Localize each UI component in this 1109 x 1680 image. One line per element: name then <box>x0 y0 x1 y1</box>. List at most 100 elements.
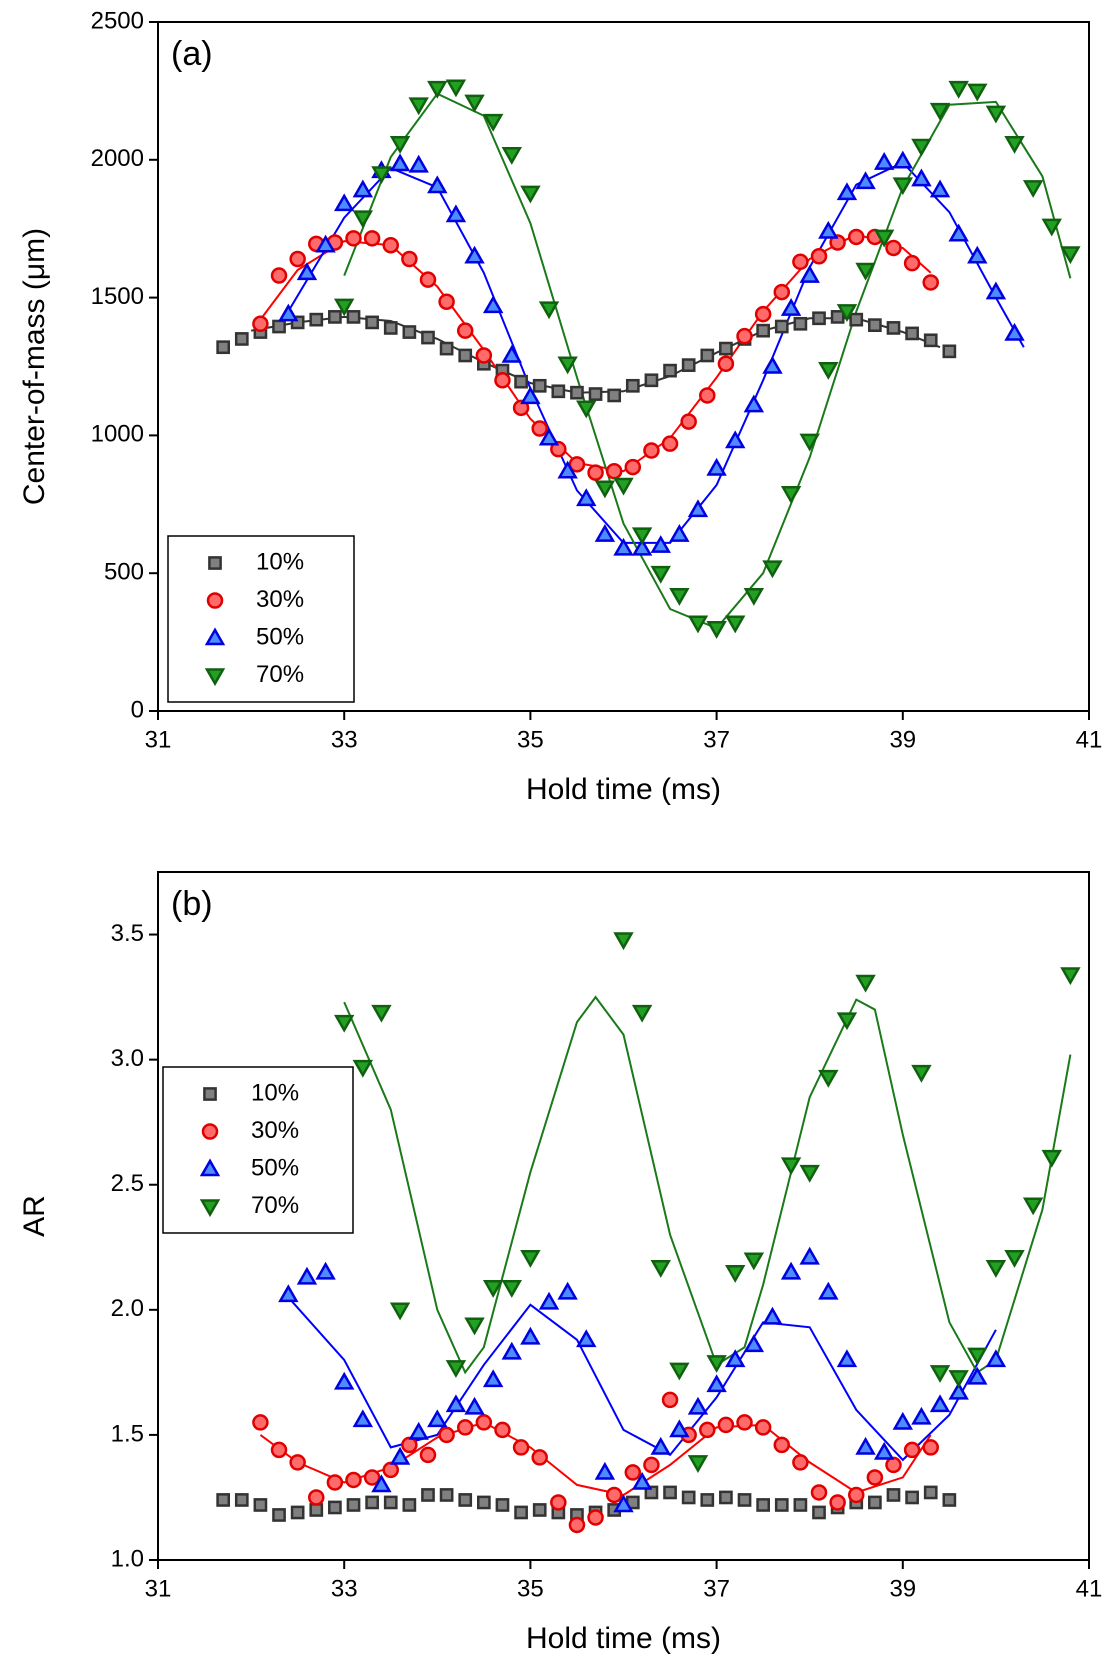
marker <box>389 153 411 172</box>
marker <box>439 1488 454 1502</box>
marker <box>309 312 324 327</box>
marker <box>464 245 485 264</box>
marker <box>1004 322 1025 341</box>
marker <box>903 1441 921 1459</box>
marker <box>905 1490 919 1505</box>
marker <box>365 315 379 330</box>
legend-label: 10% <box>251 1079 299 1106</box>
marker <box>345 230 362 247</box>
marker <box>669 587 690 606</box>
marker <box>439 341 454 356</box>
marker <box>699 1421 716 1439</box>
marker <box>514 1505 528 1520</box>
marker <box>725 1265 746 1283</box>
marker <box>538 301 560 320</box>
legend-label: 30% <box>256 586 304 613</box>
y-tick-label: 1.0 <box>111 1545 144 1572</box>
marker <box>475 1414 493 1431</box>
marker <box>1060 967 1081 986</box>
legend-marker <box>201 1123 219 1140</box>
marker <box>774 1498 789 1512</box>
marker <box>873 1441 895 1460</box>
marker <box>382 1461 399 1479</box>
marker <box>272 319 286 334</box>
panel-label: (b) <box>171 885 213 923</box>
marker <box>687 615 709 634</box>
x-tick-label: 31 <box>145 1575 172 1602</box>
marker <box>799 1246 820 1265</box>
marker <box>408 1421 429 1440</box>
marker <box>570 385 584 400</box>
marker <box>793 1498 808 1512</box>
legend-marker <box>199 1158 221 1177</box>
marker <box>290 1505 305 1520</box>
marker <box>501 344 522 363</box>
marker <box>948 223 969 242</box>
y-tick-label: 3.5 <box>111 920 144 947</box>
marker <box>911 168 932 187</box>
marker <box>419 1446 437 1464</box>
marker <box>848 1486 865 1504</box>
marker <box>520 185 541 204</box>
marker <box>557 460 578 479</box>
plot-frame <box>157 21 1090 712</box>
marker <box>650 1436 671 1455</box>
marker <box>1060 246 1081 265</box>
marker <box>389 135 411 154</box>
x-tick-label: 37 <box>703 1575 730 1602</box>
marker <box>929 102 951 121</box>
marker <box>551 384 566 399</box>
marker <box>624 1464 642 1481</box>
marker <box>922 1439 939 1456</box>
marker <box>661 435 679 452</box>
marker <box>929 1394 951 1413</box>
marker <box>812 1505 826 1520</box>
marker <box>532 1503 547 1517</box>
fit-line <box>343 995 1072 1375</box>
marker <box>754 305 772 323</box>
marker <box>532 378 547 393</box>
marker <box>855 1436 876 1455</box>
marker <box>588 387 603 401</box>
marker <box>780 1261 802 1280</box>
marker <box>911 138 932 157</box>
marker <box>1041 1149 1062 1168</box>
legend-marker <box>203 1087 217 1101</box>
marker <box>328 310 342 324</box>
marker <box>252 315 269 333</box>
marker <box>607 388 622 403</box>
marker <box>613 1494 634 1513</box>
marker <box>923 1485 938 1500</box>
marker <box>985 281 1007 300</box>
marker <box>663 363 677 378</box>
marker <box>948 80 969 99</box>
legend-label: 70% <box>256 661 304 688</box>
x-axis-label: Hold time (ms) <box>526 773 721 806</box>
marker <box>309 1503 324 1517</box>
marker <box>419 271 437 288</box>
marker <box>650 1259 671 1278</box>
marker <box>762 1306 783 1325</box>
marker <box>849 312 864 327</box>
x-tick-label: 39 <box>889 1575 916 1602</box>
marker <box>408 97 429 116</box>
marker <box>725 1349 746 1368</box>
marker <box>836 1012 858 1031</box>
marker <box>719 341 733 356</box>
marker <box>464 1317 485 1336</box>
marker <box>868 1495 882 1510</box>
marker <box>737 1493 752 1507</box>
marker <box>605 1486 623 1504</box>
marker <box>501 1341 522 1360</box>
marker <box>531 1449 548 1466</box>
marker <box>605 462 623 480</box>
marker <box>773 283 791 301</box>
marker <box>456 322 474 339</box>
marker <box>576 400 597 419</box>
marker <box>625 378 640 393</box>
marker <box>352 1059 374 1078</box>
marker <box>445 204 467 223</box>
fit-line <box>259 1421 932 1497</box>
marker <box>868 318 882 333</box>
marker <box>873 151 895 170</box>
